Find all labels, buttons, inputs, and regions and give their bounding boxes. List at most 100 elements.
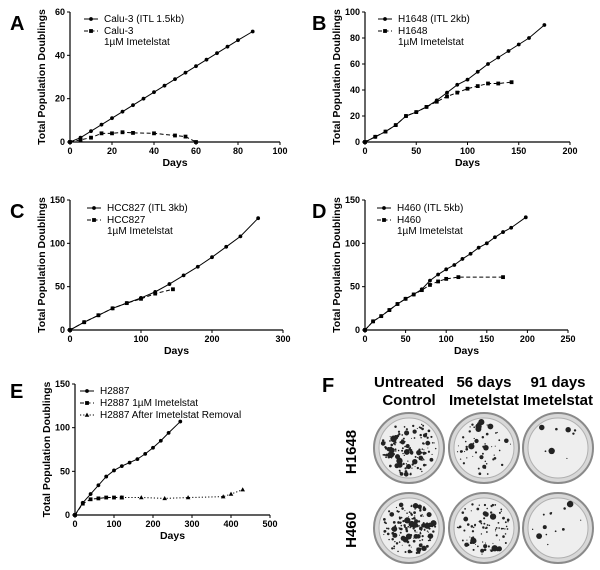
x-tick-label: 50 xyxy=(401,334,411,344)
data-point-series-1 xyxy=(120,130,125,135)
colony xyxy=(474,438,479,444)
x-axis-title: Days xyxy=(162,157,187,169)
colony xyxy=(414,529,416,532)
colony xyxy=(404,550,407,553)
colony xyxy=(421,529,423,532)
colony xyxy=(412,424,415,428)
colony xyxy=(483,503,487,507)
data-point-series-1 xyxy=(436,279,440,284)
x-tick-label: 100 xyxy=(133,334,148,344)
colony xyxy=(401,507,404,510)
colony xyxy=(461,511,465,514)
data-point-series-1 xyxy=(428,283,432,287)
colony xyxy=(464,508,466,510)
colony xyxy=(384,446,387,449)
colony xyxy=(384,530,387,533)
legend-marker-0 xyxy=(85,389,89,393)
data-point-series-0 xyxy=(183,70,188,75)
data-point-series-1 xyxy=(509,80,514,85)
x-tick-label: 100 xyxy=(439,334,454,344)
y-tick-label: 20 xyxy=(350,111,360,121)
colony xyxy=(456,526,459,529)
colony xyxy=(491,503,495,507)
legend-marker-1 xyxy=(382,218,386,222)
colony xyxy=(416,457,418,459)
colony xyxy=(397,430,401,433)
colony xyxy=(410,546,412,548)
data-point-series-1 xyxy=(501,275,505,280)
colony xyxy=(484,466,487,469)
colony xyxy=(421,448,424,450)
colony xyxy=(425,440,431,446)
colony xyxy=(401,449,404,452)
data-point-series-0 xyxy=(141,96,146,101)
colony xyxy=(427,429,431,433)
data-point-series-1 xyxy=(379,314,384,319)
colony xyxy=(390,450,393,453)
colony xyxy=(393,545,396,548)
data-point-series-0 xyxy=(152,90,156,95)
colony xyxy=(487,545,490,548)
data-point-series-1 xyxy=(424,105,429,109)
colony xyxy=(423,449,425,451)
y-axis-title: Total Population Doublings xyxy=(331,197,343,333)
colony xyxy=(482,445,485,448)
colony xyxy=(502,516,505,520)
colony xyxy=(479,455,484,460)
colony xyxy=(500,527,503,530)
panel-letter: D xyxy=(312,201,326,223)
colony xyxy=(416,537,418,539)
legend-label-1: 1µM Imetelstat xyxy=(398,37,464,48)
colony xyxy=(463,450,466,453)
colony xyxy=(478,419,485,426)
colony xyxy=(410,505,413,508)
colony xyxy=(419,539,421,542)
data-point-series-1 xyxy=(104,495,109,500)
colony xyxy=(481,436,485,439)
colony xyxy=(399,517,402,520)
colony xyxy=(421,539,424,541)
colony xyxy=(402,452,404,455)
y-tick-label: 50 xyxy=(55,282,65,292)
colony xyxy=(506,518,510,522)
colony xyxy=(407,444,409,446)
colony xyxy=(472,548,475,551)
colony xyxy=(388,510,391,513)
colony xyxy=(397,455,401,459)
y-tick-label: 0 xyxy=(60,325,65,335)
legend-label-1: Calu-3 xyxy=(104,26,134,37)
colony xyxy=(421,545,427,552)
colony xyxy=(463,529,466,532)
legend-label-0: HCC827 (ITL 3kb) xyxy=(107,203,188,214)
series-line-1 xyxy=(364,276,504,331)
colony xyxy=(502,535,505,538)
colony xyxy=(395,506,398,509)
colony xyxy=(391,547,394,550)
legend-marker-0 xyxy=(382,206,386,210)
colony xyxy=(548,447,555,455)
y-tick-label: 100 xyxy=(50,238,65,248)
colony xyxy=(394,448,397,451)
colony xyxy=(486,424,488,426)
panel-letter-f: F xyxy=(322,375,334,397)
legend-marker-0 xyxy=(89,17,93,21)
legend-label-0: H460 (ITL 5kb) xyxy=(397,203,463,214)
chart-panel-a: A 0 20 40 60 80 100 0 20 40 60 Days Total Population… xyxy=(10,7,288,169)
data-point-series-1 xyxy=(395,302,400,306)
colony xyxy=(410,534,413,537)
colony xyxy=(394,524,397,527)
y-tick-label: 0 xyxy=(355,137,360,147)
colony xyxy=(409,450,414,455)
colony xyxy=(498,527,500,529)
colony xyxy=(462,462,466,465)
colony xyxy=(381,439,385,442)
colony xyxy=(400,535,406,541)
legend-marker-2 xyxy=(84,412,90,417)
plate-0-1 xyxy=(448,412,520,484)
data-point-series-0 xyxy=(135,457,140,462)
data-point-series-1 xyxy=(445,94,449,99)
data-point-series-1 xyxy=(82,320,87,325)
colony xyxy=(478,504,480,506)
colony xyxy=(422,424,425,427)
y-tick-label: 80 xyxy=(350,33,360,43)
